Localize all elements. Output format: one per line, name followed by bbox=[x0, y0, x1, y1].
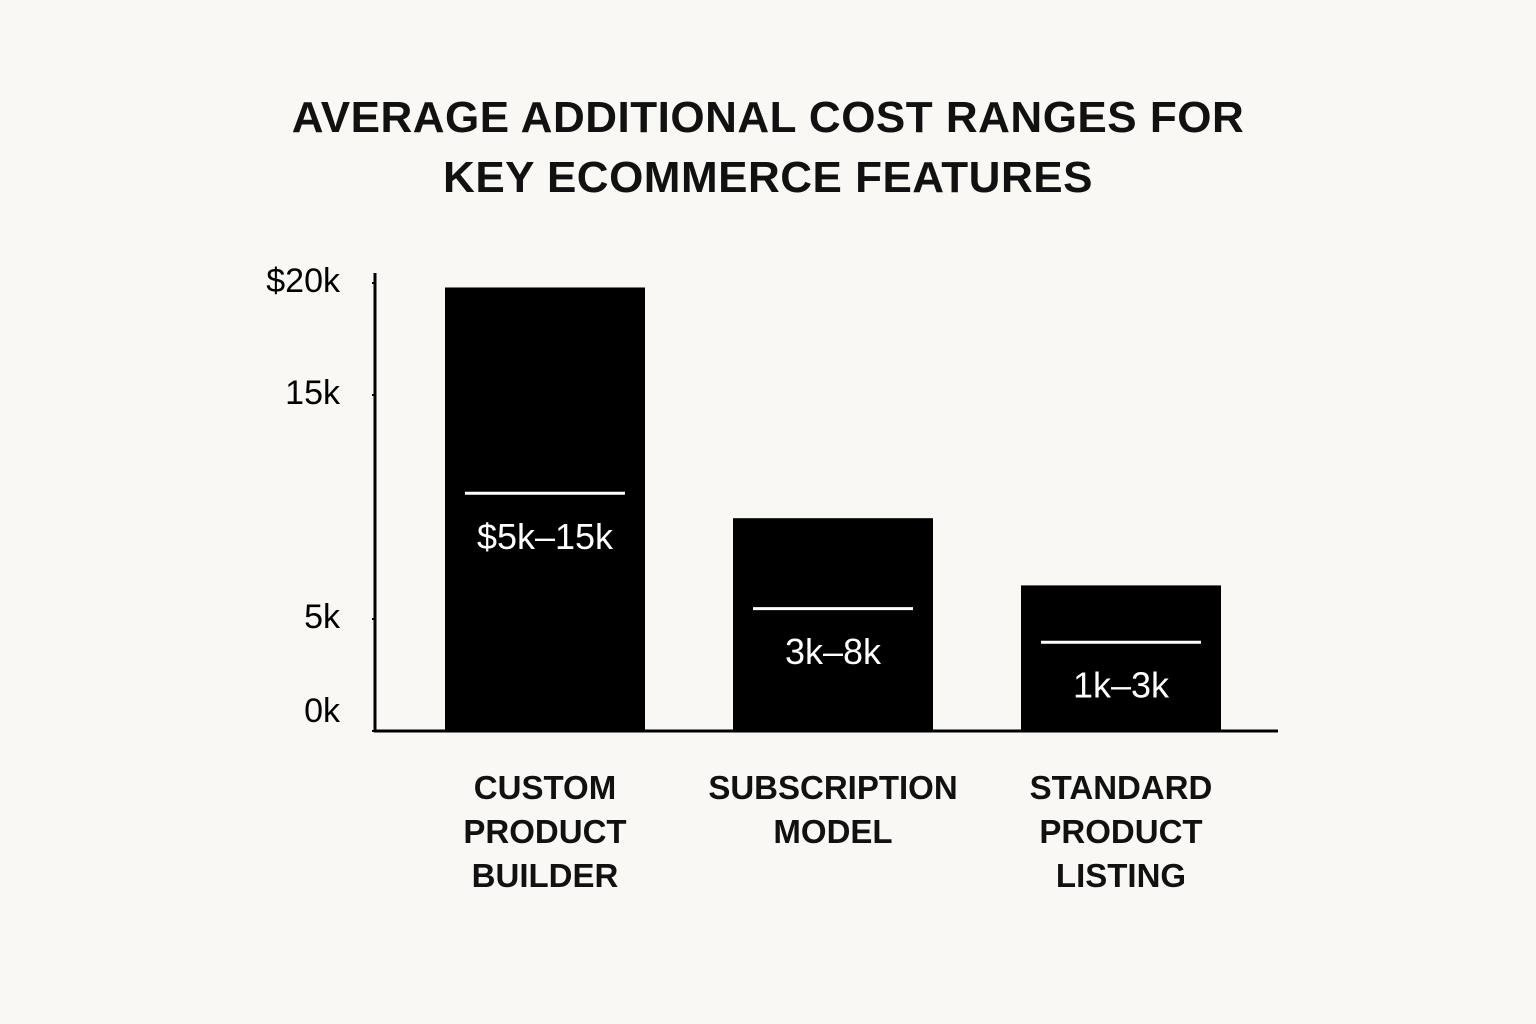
y-tick-label: 15k bbox=[285, 374, 341, 412]
y-tick-label: 0k bbox=[304, 692, 341, 730]
range-label: 1k–3k bbox=[1073, 665, 1170, 706]
y-tick-label: $20k bbox=[266, 262, 341, 300]
x-tick-label: STANDARD PRODUCT LISTING bbox=[1029, 769, 1213, 894]
bar bbox=[1021, 585, 1221, 731]
x-tick-label: CUSTOM PRODUCT BUILDER bbox=[463, 769, 627, 894]
range-label: 3k–8k bbox=[785, 631, 882, 672]
range-label: $5k–15k bbox=[477, 516, 614, 557]
bar bbox=[733, 518, 933, 731]
bar bbox=[445, 287, 645, 731]
chart-title: AVERAGE ADDITIONAL COST RANGES FOR KEY E… bbox=[291, 93, 1245, 202]
y-tick-label: 5k bbox=[304, 598, 341, 636]
x-tick-label: SUBSCRIPTION MODEL bbox=[708, 769, 958, 850]
